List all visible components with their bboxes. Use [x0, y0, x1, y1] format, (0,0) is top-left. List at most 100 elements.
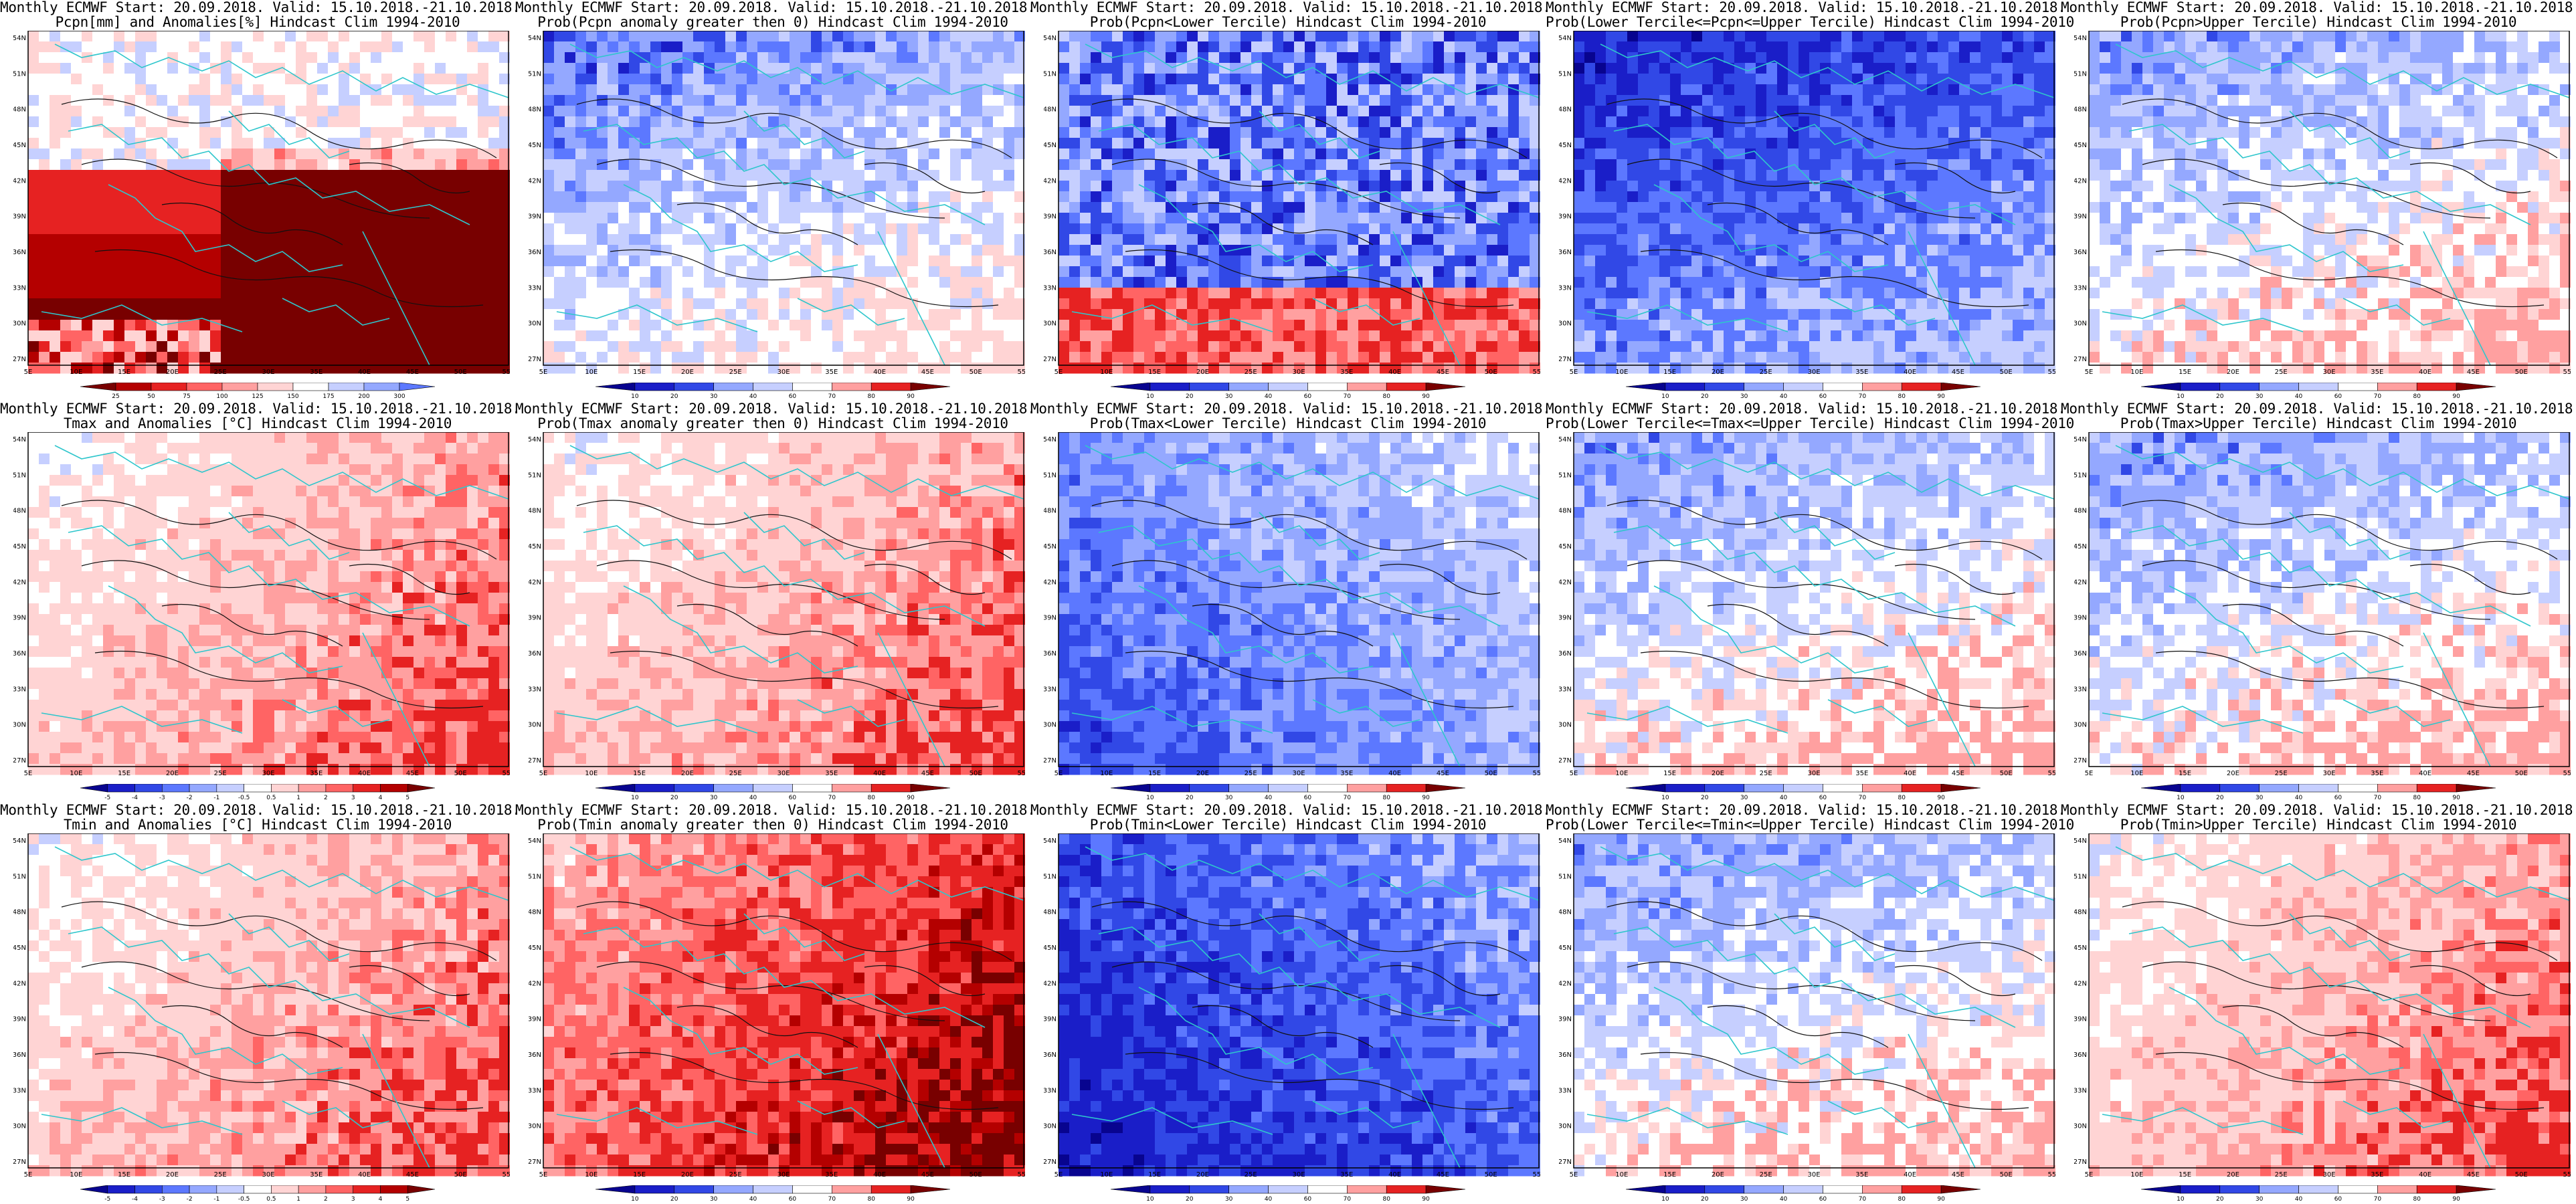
colorbar-tick-label: 150 [287, 393, 298, 400]
colorbar-tick-label: 90 [2452, 393, 2460, 400]
coastline [1098, 124, 1501, 225]
coastline [1613, 525, 2016, 627]
lon-tick-label: 35E [2371, 770, 2383, 777]
colorbar-segment [407, 1185, 436, 1194]
contour-line [610, 249, 999, 308]
lon-tick-label: 20E [1196, 1171, 1209, 1179]
lon-tick-label: 40E [2419, 1171, 2431, 1179]
map-frame [543, 31, 1024, 366]
contour-line [2155, 249, 2545, 308]
colorbar-tick-label: 100 [216, 393, 227, 400]
colorbar-segment [2259, 784, 2299, 793]
coastline [1071, 706, 1273, 734]
lon-tick-label: 45E [1952, 1171, 1964, 1179]
colorbar-tick-label: 80 [1382, 1196, 1390, 1203]
colorbar-tick-label: 70 [828, 795, 836, 801]
lat-tick-label: 45N [2074, 543, 2087, 550]
coastline [1586, 1107, 1788, 1135]
coastline [1653, 987, 1889, 1075]
coastline [623, 184, 858, 272]
contour-line [2142, 159, 2491, 219]
contour-line [1091, 98, 1528, 159]
lat-tick-label: 27N [13, 757, 26, 765]
lat-tick-label: 51N [1044, 873, 1056, 880]
lon-tick-label: 25E [214, 770, 227, 777]
lat-tick-label: 39N [1044, 213, 1056, 221]
colorbar-segment [713, 1185, 753, 1194]
lon-tick-label: 20E [1712, 369, 1724, 376]
colorbar-segment [1110, 1185, 1151, 1194]
lon-tick-label: 40E [1904, 1171, 1916, 1179]
lon-tick-label: 50E [2000, 369, 2013, 376]
lon-tick-label: 35E [825, 770, 838, 777]
lon-tick-label: 20E [681, 369, 694, 376]
coastline [2289, 512, 2411, 560]
lon-tick-label: 5E [1054, 1171, 1063, 1179]
lon-tick-label: 30E [2322, 1171, 2335, 1179]
colorbar-segment [134, 784, 163, 793]
colorbar-tick-label: 40 [1780, 393, 1788, 400]
colorbar-tick-label: 60 [1819, 795, 1827, 801]
coastline [2115, 846, 2570, 901]
colorbar-tick-label: 30 [1225, 795, 1233, 801]
colorbar-segment [1823, 784, 1863, 793]
lat-tick-label: 36N [529, 1051, 541, 1059]
coastline [1098, 926, 1501, 1028]
contour-line [1125, 650, 1514, 709]
map-panel: Monthly ECMWF Start: 20.09.2018. Valid: … [1546, 401, 2074, 803]
lon-tick-label: 45E [406, 770, 419, 777]
lat-tick-label: 45N [2074, 944, 2087, 952]
colorbar-segment [2140, 383, 2181, 391]
coastline [228, 512, 350, 560]
panel-title-line2: Prob(Tmax<Lower Tercile) Hindcast Clim 1… [1030, 416, 1546, 431]
colorbar-tick-label: 90 [1937, 393, 1945, 400]
colorbar-segment [713, 383, 753, 391]
contour-line [2409, 162, 2531, 193]
lon-tick-label: 10E [70, 369, 82, 376]
colorbar-segment [634, 784, 675, 793]
lat-tick-label: 27N [1559, 757, 1572, 765]
contour-line [1091, 500, 1528, 560]
coastline [556, 1107, 758, 1135]
colorbar-segment [2219, 383, 2260, 391]
lat-tick-label: 45N [529, 944, 541, 952]
colorbar-tick-label: 60 [789, 1196, 797, 1203]
lon-tick-label: 45E [921, 369, 934, 376]
colorbar-tick-label: 40 [2295, 393, 2303, 400]
lon-tick-label: 55E [1017, 369, 1025, 376]
lon-tick-label: 15E [633, 1171, 646, 1179]
lon-tick-label: 5E [2085, 369, 2094, 376]
contour-line [81, 560, 430, 620]
panel-title-line1: Monthly ECMWF Start: 20.09.2018. Valid: … [1546, 401, 2066, 416]
lon-tick-label: 20E [166, 1171, 179, 1179]
contour-line [1640, 1051, 2029, 1110]
colorbar-segment [244, 1185, 272, 1194]
lon-tick-label: 55E [1532, 369, 1540, 376]
lat-tick-label: 51N [13, 873, 26, 880]
colorbar-tick-label: 70 [828, 393, 836, 400]
colorbar-segment [107, 1185, 135, 1194]
lon-tick-label: 45E [1952, 369, 1964, 376]
lat-tick-label: 48N [2074, 508, 2087, 515]
lat-tick-label: 36N [1044, 1051, 1056, 1059]
coastline [1392, 231, 1461, 366]
colorbar-tick-label: 10 [1146, 795, 1154, 801]
lon-tick-label: 30E [2322, 369, 2335, 376]
colorbar-segment [107, 784, 135, 793]
coastline [228, 913, 350, 961]
coastline [1259, 110, 1380, 159]
lon-tick-label: 25E [1760, 369, 1772, 376]
contour-line [1606, 98, 2043, 159]
colorbar-tick-label: 90 [2452, 795, 2460, 801]
contour-line [2409, 563, 2531, 595]
colorbar-tick-label: 60 [789, 393, 797, 400]
panel-title: Monthly ECMWF Start: 20.09.2018. Valid: … [1030, 803, 1551, 832]
lat-tick-label: 54N [2074, 436, 2087, 443]
colorbar-tick-label: 3 [351, 1196, 355, 1203]
contour-line [81, 159, 430, 219]
panel-title-line2: Prob(Tmin>Upper Tercile) Hindcast Clim 1… [2061, 817, 2576, 832]
coastline [583, 926, 986, 1028]
colorbar-segment [832, 784, 872, 793]
lat-tick-label: 54N [529, 837, 541, 845]
map-frame [1058, 31, 1540, 366]
